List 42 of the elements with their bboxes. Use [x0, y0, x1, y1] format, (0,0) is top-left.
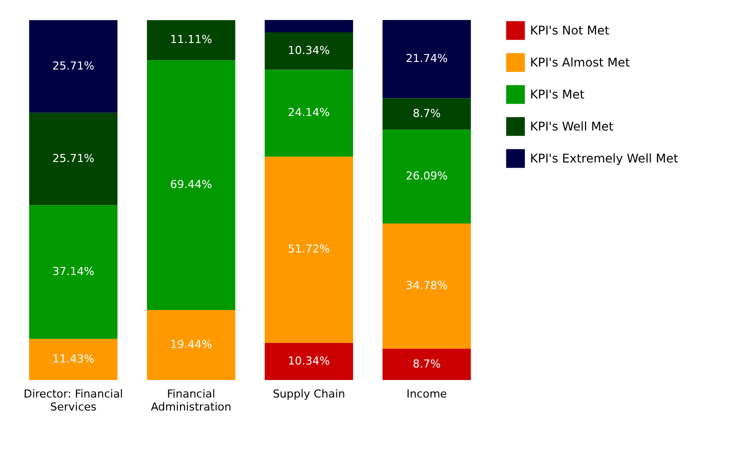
bar: [146, 20, 236, 60]
data-label: 26.09%: [406, 170, 448, 183]
legend-label: KPI's Extremely Well Met: [530, 152, 679, 166]
data-label: 51.72%: [288, 242, 330, 256]
bar: [264, 70, 354, 157]
data-label: 69.44%: [170, 178, 212, 192]
data-label: 8.7%: [412, 106, 441, 120]
bar: [264, 156, 354, 343]
bar: [382, 130, 471, 224]
data-label: 10.34%: [288, 354, 330, 368]
data-label: 25.71%: [52, 152, 94, 165]
data-label: 25.71%: [52, 59, 94, 72]
legend-label: KPI's Not Met: [530, 24, 610, 38]
bar: [382, 98, 471, 130]
data-label: 8.7%: [412, 357, 441, 370]
data-label: 19.44%: [170, 338, 212, 352]
x-tick-label: Financial Administration: [150, 388, 232, 414]
x-tick-label: Income: [406, 388, 448, 400]
bar: [382, 223, 471, 349]
bar: [264, 32, 354, 70]
data-label: 24.14%: [288, 106, 330, 120]
legend-label: KPI's Met: [530, 88, 585, 102]
x-tick-label: Director: Financial Services: [24, 388, 123, 414]
bar: [146, 60, 236, 310]
data-label: 11.11%: [170, 33, 212, 46]
x-tick-label: Supply Chain: [272, 388, 346, 400]
bar: [29, 338, 118, 380]
legend-label: KPI's Almost Met: [530, 56, 630, 70]
data-label: 34.78%: [406, 279, 448, 292]
bar: [382, 20, 471, 98]
bar: [146, 310, 236, 380]
bar: [29, 205, 118, 339]
bar: [264, 342, 354, 380]
data-label: 10.34%: [288, 44, 330, 58]
bar: [264, 20, 354, 32]
data-label: 37.14%: [52, 265, 94, 278]
legend-label: KPI's Well Met: [530, 120, 614, 134]
bar: [29, 112, 118, 206]
data-label: 21.74%: [406, 52, 448, 66]
data-label: 11.43%: [52, 352, 94, 366]
bar: [29, 20, 118, 113]
bar: [382, 348, 471, 380]
